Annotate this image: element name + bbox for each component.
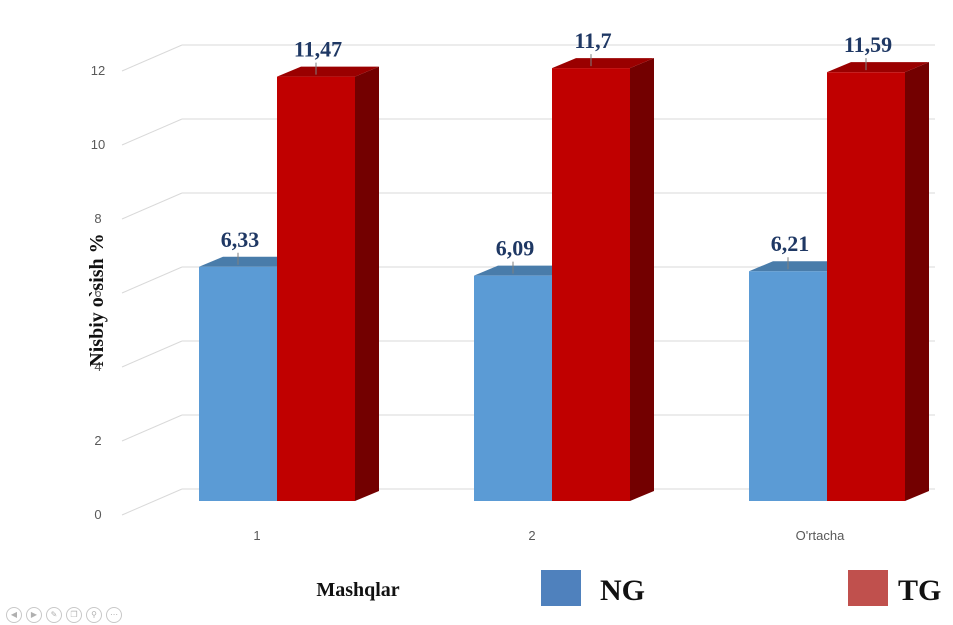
x-axis-title: Mashqlar [316, 579, 399, 601]
category-label: O'rtacha [796, 528, 845, 543]
y-tick-label: 4 [94, 359, 101, 374]
bar-tg-2 [552, 68, 630, 501]
data-labels: 6,33 11,47 6,09 11,7 6,21 11,59 [221, 28, 892, 274]
y-axis-ticks: 0 2 4 6 8 10 12 [91, 63, 105, 522]
gridline-diag [121, 340, 183, 368]
bar-top-ng [749, 261, 851, 272]
data-label-ng-2: 6,09 [496, 236, 535, 261]
gridline-diag [121, 118, 183, 146]
legend-swatch-tg [848, 570, 888, 606]
bar-side-tg [355, 66, 379, 502]
next-icon[interactable]: ▶ [26, 607, 42, 623]
gridline-diag [121, 266, 183, 294]
bar-top-tg [827, 62, 929, 73]
bar-top-ng [474, 265, 576, 276]
data-label-ng-3: 6,21 [771, 231, 810, 256]
legend-swatch-ng [541, 570, 581, 606]
bars [199, 58, 929, 502]
bar-ng-1 [199, 266, 277, 501]
bar-ng-2 [474, 275, 552, 501]
prev-icon[interactable]: ◀ [6, 607, 22, 623]
data-label-tg-2: 11,7 [574, 28, 611, 53]
y-tick-label: 12 [91, 63, 105, 78]
bar-top-tg [277, 66, 379, 77]
data-label-tg-1: 11,47 [294, 37, 342, 62]
legend-label-ng: NG [600, 574, 645, 607]
legend-label-tg: TG [898, 574, 941, 607]
gridline-diag [121, 192, 183, 220]
y-tick-label: 10 [91, 137, 105, 152]
category-labels: 1 2 O'rtacha [253, 528, 845, 543]
zoom-icon[interactable]: ⚲ [86, 607, 102, 623]
gridline-diag [121, 414, 183, 442]
category-label: 2 [528, 528, 535, 543]
more-icon[interactable]: ⋯ [106, 607, 122, 623]
bar-side-tg [905, 62, 929, 502]
copy-icon[interactable]: ❐ [66, 607, 82, 623]
bar-top-ng [199, 256, 301, 267]
legend: NG TG [541, 570, 941, 607]
y-tick-label: 2 [94, 433, 101, 448]
y-tick-label: 8 [94, 211, 101, 226]
gridline-diag [121, 44, 183, 72]
data-label-tg-3: 11,59 [844, 32, 892, 57]
bar-top-tg [552, 58, 654, 69]
bar-tg-3 [827, 72, 905, 502]
y-tick-label: 6 [94, 285, 101, 300]
category-label: 1 [253, 528, 260, 543]
y-tick-label: 0 [94, 507, 101, 522]
data-label-ng-1: 6,33 [221, 227, 260, 252]
y-axis-title: Nisbiy o`sish % [86, 233, 108, 366]
bar-side-tg [630, 58, 654, 501]
pen-icon[interactable]: ✎ [46, 607, 62, 623]
bar-ng-3 [749, 271, 827, 501]
bar-tg-1 [277, 76, 355, 502]
gridline-diag [121, 488, 183, 516]
